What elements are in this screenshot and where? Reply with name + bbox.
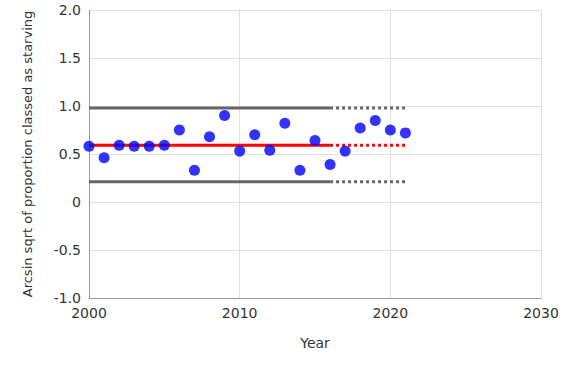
svg-text:1.5: 1.5 xyxy=(59,50,81,66)
svg-text:Year: Year xyxy=(299,335,330,351)
svg-text:2.0: 2.0 xyxy=(59,2,81,18)
svg-text:0: 0 xyxy=(72,194,81,210)
svg-text:1.0: 1.0 xyxy=(59,98,81,114)
svg-text:2020: 2020 xyxy=(373,305,409,321)
svg-text:2010: 2010 xyxy=(222,305,258,321)
svg-text:2030: 2030 xyxy=(523,305,559,321)
svg-text:0.5: 0.5 xyxy=(59,146,81,162)
svg-text:-0.5: -0.5 xyxy=(54,242,81,258)
svg-text:-1.0: -1.0 xyxy=(54,290,81,306)
svg-text:2000: 2000 xyxy=(71,305,107,321)
svg-text:Arcsin sqrt of proportion clas: Arcsin sqrt of proportion classed as sta… xyxy=(20,11,35,297)
